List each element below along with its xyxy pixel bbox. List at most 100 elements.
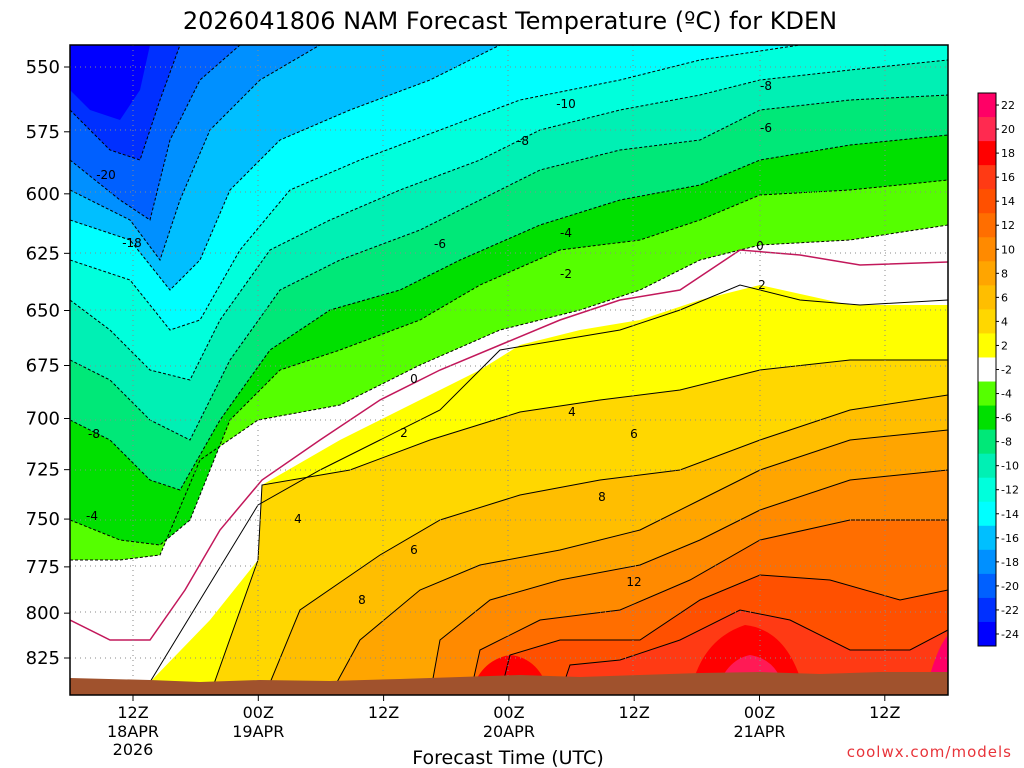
colorbar-swatch <box>978 285 996 310</box>
colorbar-tick-label: 10 <box>1001 243 1015 256</box>
y-tick-label: 825 <box>26 648 60 669</box>
colorbar-tick-label: -12 <box>1001 484 1019 497</box>
contour-label: -10 <box>556 97 576 111</box>
contour-label: 2 <box>758 278 766 292</box>
colorbar-swatch <box>978 549 996 575</box>
contour-label: -20 <box>96 168 116 182</box>
colorbar-swatch <box>978 165 996 190</box>
contour-label: -8 <box>88 427 100 441</box>
colorbar-swatch <box>978 213 996 238</box>
contour-label: 8 <box>358 593 366 607</box>
y-tick-label: 650 <box>26 300 60 321</box>
colorbar-tick-label: -18 <box>1001 556 1019 569</box>
colorbar-swatch <box>978 477 996 503</box>
colorbar-swatch <box>978 501 996 527</box>
colorbar-swatch <box>978 429 996 455</box>
contour-label: -6 <box>434 237 446 251</box>
colorbar-swatch <box>978 621 996 647</box>
y-tick-label: 700 <box>26 409 60 430</box>
contour-label: 0 <box>756 239 764 253</box>
contour-label: -4 <box>560 226 572 240</box>
contour-label: -8 <box>760 79 772 93</box>
contour-label: -8 <box>517 134 529 148</box>
x-tick-label: 12Z <box>619 703 650 722</box>
colorbar-swatch <box>978 405 996 431</box>
colorbar-tick-label: -22 <box>1001 604 1019 617</box>
x-tick-label: 12Z <box>869 703 900 722</box>
contour-label: 4 <box>568 405 576 419</box>
colorbar-tick-label: 12 <box>1001 219 1015 232</box>
colorbar-swatch <box>978 93 996 118</box>
x-tick-date: 19APR <box>232 722 284 741</box>
colorbar-tick-label: -4 <box>1001 388 1012 401</box>
x-tick-label: 12Z <box>368 703 399 722</box>
colorbar-tick-label: -24 <box>1001 628 1019 641</box>
colorbar-tick-label: 20 <box>1001 123 1015 136</box>
y-tick-label: 725 <box>26 460 60 481</box>
x-tick-label: 12Z <box>117 703 148 722</box>
y-tick-label: 600 <box>26 184 60 205</box>
y-tick-label: 775 <box>26 557 60 578</box>
y-axis-ticks: 550 575 600 625 650 675 700 725 750 775 800 825 <box>26 57 70 669</box>
colorbar-tick-label: 6 <box>1001 291 1008 304</box>
colorbar-tick-label: -2 <box>1001 364 1012 377</box>
colorbar-tick-label: 16 <box>1001 171 1015 184</box>
colorbar: 22 20 18 16 14 12 10 8 6 4 2 -2 -4 -6 -8 -10 -12 -14 -16 -1… <box>977 92 1019 647</box>
colorbar-swatch <box>978 237 996 262</box>
y-tick-label: 550 <box>26 57 60 78</box>
contour-label: -4 <box>86 509 98 523</box>
x-tick-date: 21APR <box>733 722 785 741</box>
freezing-line-0c <box>70 249 948 641</box>
colorbar-tick-label: -14 <box>1001 508 1019 521</box>
contour-label: 4 <box>294 512 302 526</box>
contour-label: 6 <box>410 543 418 557</box>
terrain <box>70 672 948 695</box>
y-tick-label: 750 <box>26 509 60 530</box>
colorbar-tick-label: 18 <box>1001 147 1015 160</box>
colorbar-swatch <box>978 597 996 623</box>
x-tick-date: 2026 <box>113 740 154 759</box>
contour-label: -18 <box>122 236 142 250</box>
colorbar-swatch <box>978 357 996 383</box>
colorbar-tick-label: 22 <box>1001 99 1015 112</box>
colorbar-tick-label: 2 <box>1001 339 1008 352</box>
chart-title: 2026041806 NAM Forecast Temperature (ºC)… <box>183 7 837 35</box>
contour-label: 8 <box>598 490 606 504</box>
colorbar-swatch <box>978 309 996 334</box>
colorbar-swatch <box>978 453 996 479</box>
colorbar-swatch <box>978 117 996 142</box>
contour-label: 12 <box>626 575 641 589</box>
colorbar-swatch <box>978 333 996 358</box>
y-tick-label: 625 <box>26 243 60 264</box>
contour-label: 2 <box>400 426 408 440</box>
colorbar-swatch <box>978 573 996 599</box>
warm-contours <box>149 284 948 695</box>
contour-label: -6 <box>760 121 772 135</box>
colorbar-tick-label: -20 <box>1001 580 1019 593</box>
x-tick-label: 00Z <box>744 703 775 722</box>
site-credit: coolwx.com/models <box>847 743 1012 761</box>
colorbar-swatch <box>978 381 996 407</box>
colorbar-tick-label: 14 <box>1001 195 1015 208</box>
y-tick-label: 575 <box>26 122 60 143</box>
x-tick-date: 18APR <box>107 722 159 741</box>
x-tick-label: 00Z <box>493 703 524 722</box>
colorbar-swatch <box>978 261 996 286</box>
x-tick-label: 00Z <box>243 703 274 722</box>
colorbar-tick-label: -10 <box>1001 460 1019 473</box>
cold-contours <box>70 45 948 561</box>
colorbar-tick-label: 4 <box>1001 315 1008 328</box>
band-neutral <box>70 225 948 682</box>
colorbar-tick-label: -16 <box>1001 532 1019 545</box>
contour-label: -2 <box>560 267 572 281</box>
colorbar-tick-label: 8 <box>1001 267 1008 280</box>
colorbar-swatch <box>978 141 996 166</box>
y-tick-label: 800 <box>26 603 60 624</box>
colorbar-tick-label: -8 <box>1001 436 1012 449</box>
x-tick-date: 20APR <box>483 722 535 741</box>
colorbar-swatch <box>978 189 996 214</box>
